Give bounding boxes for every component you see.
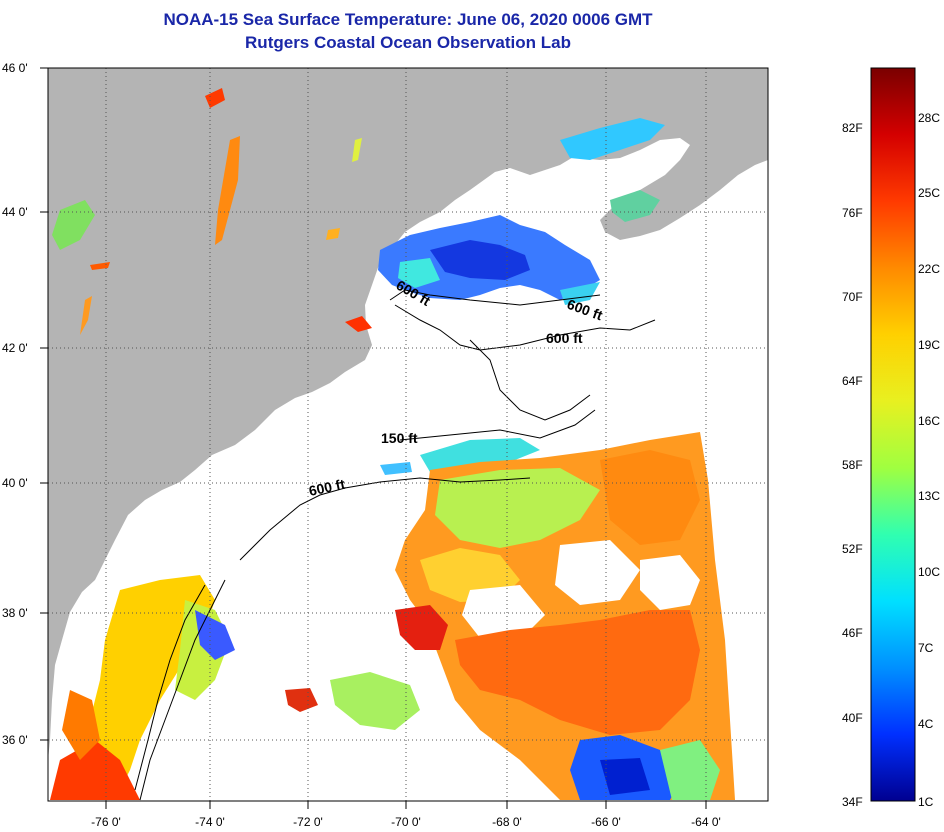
- colorbar-fahrenheit-labels: 82F 76F 70F 64F 58F 52F 46F 40F 34F: [842, 121, 863, 809]
- cb-label-4c: 4C: [918, 717, 934, 731]
- cb-label-70f: 70F: [842, 290, 863, 304]
- cb-label-34f: 34F: [842, 795, 863, 809]
- cb-label-16c: 16C: [918, 414, 940, 428]
- colorbar: [870, 67, 916, 802]
- cb-label-82f: 82F: [842, 121, 863, 135]
- map-area: 600 ft 600 ft 600 ft 150 ft 600 ft: [48, 68, 768, 801]
- lat-label-42: 42 0': [2, 341, 28, 355]
- lat-lon-grid: [48, 68, 768, 801]
- cb-label-22c: 22C: [918, 262, 940, 276]
- lon-label-74: -74 0': [195, 815, 225, 829]
- lat-label-46: 46 0': [2, 61, 28, 75]
- map-subtitle: Rutgers Coastal Ocean Observation Lab: [245, 33, 571, 52]
- axis-ticks: [40, 67, 707, 809]
- cb-label-19c: 19C: [918, 338, 940, 352]
- longitude-labels: -76 0' -74 0' -72 0' -70 0' -68 0' -66 0…: [91, 815, 721, 829]
- lat-label-38: 38 0': [2, 606, 28, 620]
- map-frame: [47, 67, 769, 802]
- lon-label-64: -64 0': [691, 815, 721, 829]
- contour-label-600ft-4: 600 ft: [307, 476, 346, 499]
- contour-label-600ft-3: 600 ft: [546, 330, 583, 346]
- contour-label-150ft: 150 ft: [381, 430, 418, 446]
- sst-patches: [50, 88, 735, 800]
- cb-label-76f: 76F: [842, 206, 863, 220]
- lon-label-76: -76 0': [91, 815, 121, 829]
- cb-label-28c: 28C: [918, 111, 940, 125]
- cb-label-40f: 40F: [842, 711, 863, 725]
- cb-label-52f: 52F: [842, 542, 863, 556]
- map-title: NOAA-15 Sea Surface Temperature: June 06…: [163, 10, 653, 29]
- lat-label-44: 44 0': [2, 205, 28, 219]
- cb-label-58f: 58F: [842, 458, 863, 472]
- cb-label-1c: 1C: [918, 795, 934, 809]
- lon-label-66: -66 0': [591, 815, 621, 829]
- lon-label-70: -70 0': [391, 815, 421, 829]
- latitude-labels: 46 0' 44 0' 42 0' 40 0' 38 0' 36 0': [2, 61, 28, 747]
- cb-label-13c: 13C: [918, 489, 940, 503]
- cb-label-7c: 7C: [918, 641, 934, 655]
- lat-label-40: 40 0': [2, 476, 28, 490]
- lat-label-36: 36 0': [2, 733, 28, 747]
- land-mass: [48, 68, 768, 760]
- lon-label-72: -72 0': [293, 815, 323, 829]
- colorbar-celsius-labels: 28C 25C 22C 19C 16C 13C 10C 7C 4C 1C: [918, 111, 940, 809]
- cb-label-64f: 64F: [842, 374, 863, 388]
- cb-label-10c: 10C: [918, 565, 940, 579]
- cb-label-46f: 46F: [842, 626, 863, 640]
- cb-label-25c: 25C: [918, 186, 940, 200]
- lon-label-68: -68 0': [492, 815, 522, 829]
